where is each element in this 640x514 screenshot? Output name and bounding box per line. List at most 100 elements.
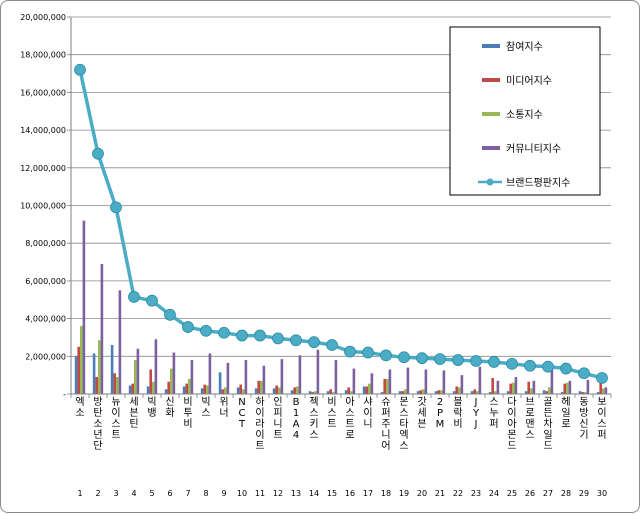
bar-3-16 [350,391,353,394]
bar-1-6 [164,389,168,394]
bar-2-29 [581,392,584,394]
legend-label-1: 참여지수 [506,41,543,53]
bar-3-11 [260,380,263,394]
brand-index-point-1 [74,63,86,76]
bar-3-20 [422,389,425,394]
bar-1-28 [560,392,564,394]
bar-4-15 [334,360,338,394]
rank-label: 13 [291,489,301,498]
bar-3-17 [368,383,371,394]
brand-index-point-8 [200,324,212,337]
rank-label: 29 [579,489,589,498]
rank-label: 18 [381,489,391,498]
y-tick-label: - [63,390,66,399]
bar-3-30 [602,388,605,394]
y-tick-label: 16,000,000 [20,88,66,97]
rank-label: 20 [417,489,427,498]
y-tick-label: 18,000,000 [20,51,66,60]
rank-label: 25 [507,489,517,498]
bar-2-4 [131,383,134,394]
brand-index-point-16 [344,345,356,358]
rank-label: 7 [185,489,190,498]
brand-index-point-21 [434,353,446,366]
bar-2-10 [239,384,242,394]
bar-1-8 [200,388,204,394]
brand-index-point-29 [578,367,590,380]
bar-4-13 [298,355,302,394]
brand-index-point-30 [596,372,608,384]
bar-1-17 [362,386,366,394]
legend-marker-swatch [486,178,494,186]
bar-1-11 [254,388,258,394]
brand-index-point-4 [128,291,140,303]
bar-4-10 [244,360,248,394]
bar-1-3 [110,344,114,394]
brand-index-point-7 [182,321,194,333]
legend-swatch-2 [482,78,500,82]
bar-3-12 [278,387,281,394]
bar-1-29 [578,391,582,394]
brand-index-point-25 [506,357,518,370]
bar-2-21 [437,390,440,394]
rank-label: 4 [131,489,136,498]
rank-label: 2 [95,489,100,498]
bar-1-19 [398,391,402,394]
bar-2-8 [203,384,206,394]
bar-1-5 [146,386,150,394]
bar-2-7 [185,383,188,394]
bar-2-15 [329,389,332,394]
bar-1-16 [344,390,348,394]
bar-4-18 [388,369,392,394]
bar-3-25 [512,382,515,394]
bar-2-6 [167,381,170,394]
brand-index-point-22 [452,354,464,366]
bar-2-17 [365,386,368,394]
bar-2-12 [275,385,278,394]
bar-3-1 [80,326,83,394]
legend-label-5: 브랜드평판지수 [506,177,570,189]
bar-1-12 [272,388,276,394]
rank-label: 26 [525,489,535,498]
legend-swatch-1 [482,44,500,48]
rank-label: 27 [543,489,553,498]
bar-2-26 [527,381,530,394]
bar-2-3 [113,373,116,394]
bar-1-15 [326,391,330,394]
rank-label: 11 [255,489,265,498]
bar-4-25 [514,377,518,394]
bar-2-25 [509,383,512,394]
bar-2-16 [347,387,350,394]
bar-1-10 [236,387,240,394]
bar-4-9 [226,362,230,394]
bar-2-19 [401,391,404,394]
brand-index-point-9 [218,326,230,339]
brand-index-point-13 [290,334,302,347]
bar-3-14 [314,391,317,394]
bar-3-6 [170,368,173,394]
rank-label: 23 [471,489,481,498]
bar-3-10 [242,389,245,394]
brand-index-point-23 [470,355,482,367]
rank-label: 30 [597,489,607,498]
brand-index-point-18 [380,349,392,362]
bar-3-23 [476,391,479,394]
rank-label: 28 [561,489,571,498]
bar-1-18 [380,392,384,394]
